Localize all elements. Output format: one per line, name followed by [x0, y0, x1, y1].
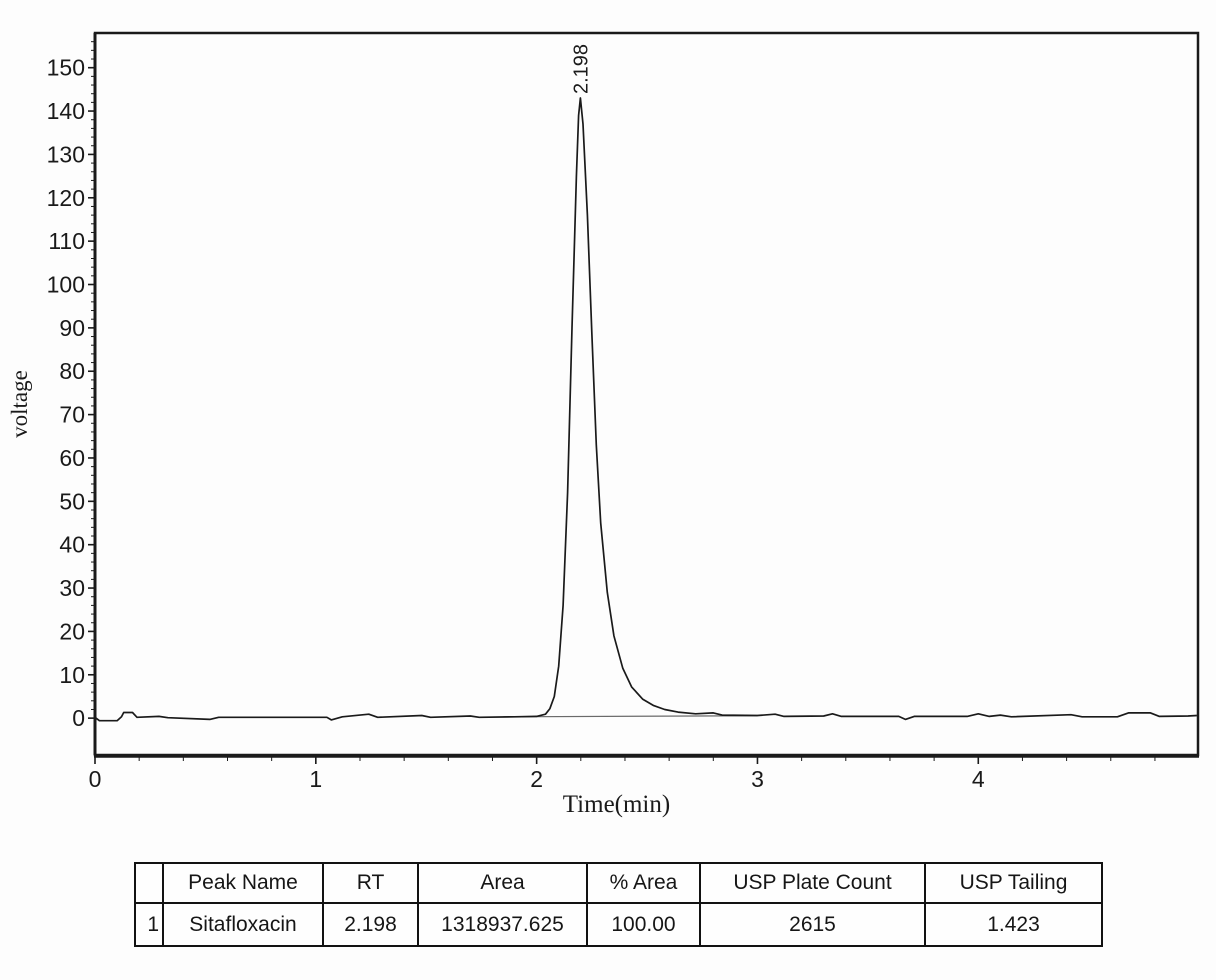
y-axis-tick-label: 70 [59, 402, 85, 428]
x-axis-tick-label: 0 [89, 766, 102, 792]
plot-border [93, 31, 1200, 757]
table-header-row: Peak Name RT Area% Area USP Plate Count USP … [134, 862, 1103, 904]
header-cell-index [134, 862, 164, 904]
signal-trace [94, 97, 1197, 722]
y-axis-tick-label: 100 [47, 272, 85, 298]
integration-baseline [503, 715, 758, 718]
y-axis-title: voltage [7, 370, 32, 438]
x-axis-tick-label: 1 [309, 766, 322, 792]
y-axis-tick-label: 10 [59, 662, 85, 688]
y-axis-tick-label: 80 [59, 358, 85, 384]
table-row: 1 Sitafloxacin 2.198 1318937.625 100.00 2615 1… [134, 902, 1103, 947]
x-axis-title: Time(min) [563, 791, 670, 818]
header-cell-area: Area [417, 862, 588, 904]
cell-usp-tailing: 1.423 [924, 902, 1103, 947]
table-body: 1 Sitafloxacin 2.198 1318937.625 100.00 2615 1… [134, 902, 1103, 947]
y-axis-tick-label: 140 [47, 98, 85, 124]
y-axis-tick-label: 150 [47, 55, 85, 81]
y-axis-tick-label: 40 [59, 532, 85, 558]
cell-rt: 2.198 [322, 902, 419, 947]
x-axis-tick-label: 4 [972, 766, 985, 792]
header-cell-peak-name: Peak Name [162, 862, 324, 904]
cell-area: 1318937.625 [417, 902, 588, 947]
peak-results-table-wrap: Peak Name RT Area% Area USP Plate Count USP … [134, 862, 1103, 947]
y-axis-tick-label: 130 [47, 141, 85, 167]
x-axis-tick-label: 2 [530, 766, 543, 792]
chromatogram-chart: 0 1 2 3 401020304050607080901001101201301401… [7, 31, 1200, 818]
cell-usp-plate-count: 2615 [699, 902, 926, 947]
y-axis-tick-label: 0 [72, 705, 85, 731]
y-axis-tick-label: 30 [59, 575, 85, 601]
y-axis-tick-label: 120 [47, 185, 85, 211]
y-axis-tick-label: 60 [59, 445, 85, 471]
y-axis-tick-label: 50 [59, 488, 85, 514]
header-cell-usp-tailing: USP Tailing [924, 862, 1103, 904]
cell-index: 1 [134, 902, 164, 947]
peak-rt-label: 2.198 [570, 44, 592, 94]
peak-results-table: Peak Name RT Area% Area USP Plate Count USP … [134, 862, 1103, 947]
header-cell-pct-area: % Area [586, 862, 701, 904]
y-axis-tick-label: 90 [59, 315, 85, 341]
cell-peak-name: Sitafloxacin [162, 902, 324, 947]
header-cell-rt: RT [322, 862, 419, 904]
x-axis-tick-label: 3 [751, 766, 764, 792]
table-header-row: Peak Name RT Area% Area USP Plate Count USP … [134, 862, 1103, 904]
y-axis-tick-label: 20 [59, 618, 85, 644]
cell-pct-area: 100.00 [586, 902, 701, 947]
header-cell-usp-plate-count: USP Plate Count [699, 862, 926, 904]
y-axis-tick-label: 110 [48, 228, 85, 254]
